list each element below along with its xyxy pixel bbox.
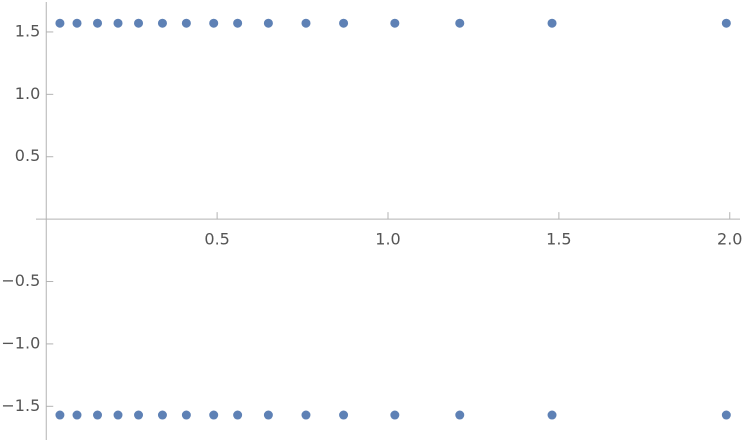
point [55,18,65,28]
point [209,410,219,420]
point [157,410,167,420]
point [301,410,311,420]
x-tick-label: 2.0 [717,230,742,249]
y-tick-label: −1.5 [1,396,40,415]
point [263,18,273,28]
point [93,18,103,28]
point [339,18,349,28]
point [209,18,219,28]
point [390,18,400,28]
point [301,18,311,28]
x-tick-label: 1.5 [546,230,571,249]
y-tick-label: −0.5 [1,271,40,290]
point [72,410,82,420]
y-tick-label: −1.0 [1,333,40,352]
point [547,18,557,28]
point [93,410,103,420]
point [721,18,731,28]
point [113,410,123,420]
point [233,410,243,420]
point [455,410,465,420]
point [134,18,144,28]
point [721,410,731,420]
point [263,410,273,420]
point [181,410,191,420]
point [134,410,144,420]
point [233,18,243,28]
y-tick-label: 0.5 [15,146,40,165]
point [455,18,465,28]
point [157,18,167,28]
point [72,18,82,28]
point [181,18,191,28]
point [55,410,65,420]
point [113,18,123,28]
y-tick-label: 1.0 [15,84,40,103]
x-tick-label: 1.0 [375,230,400,249]
x-tick-label: 0.5 [204,230,229,249]
point [339,410,349,420]
y-tick-label: 1.5 [15,21,40,40]
point [390,410,400,420]
point [547,410,557,420]
